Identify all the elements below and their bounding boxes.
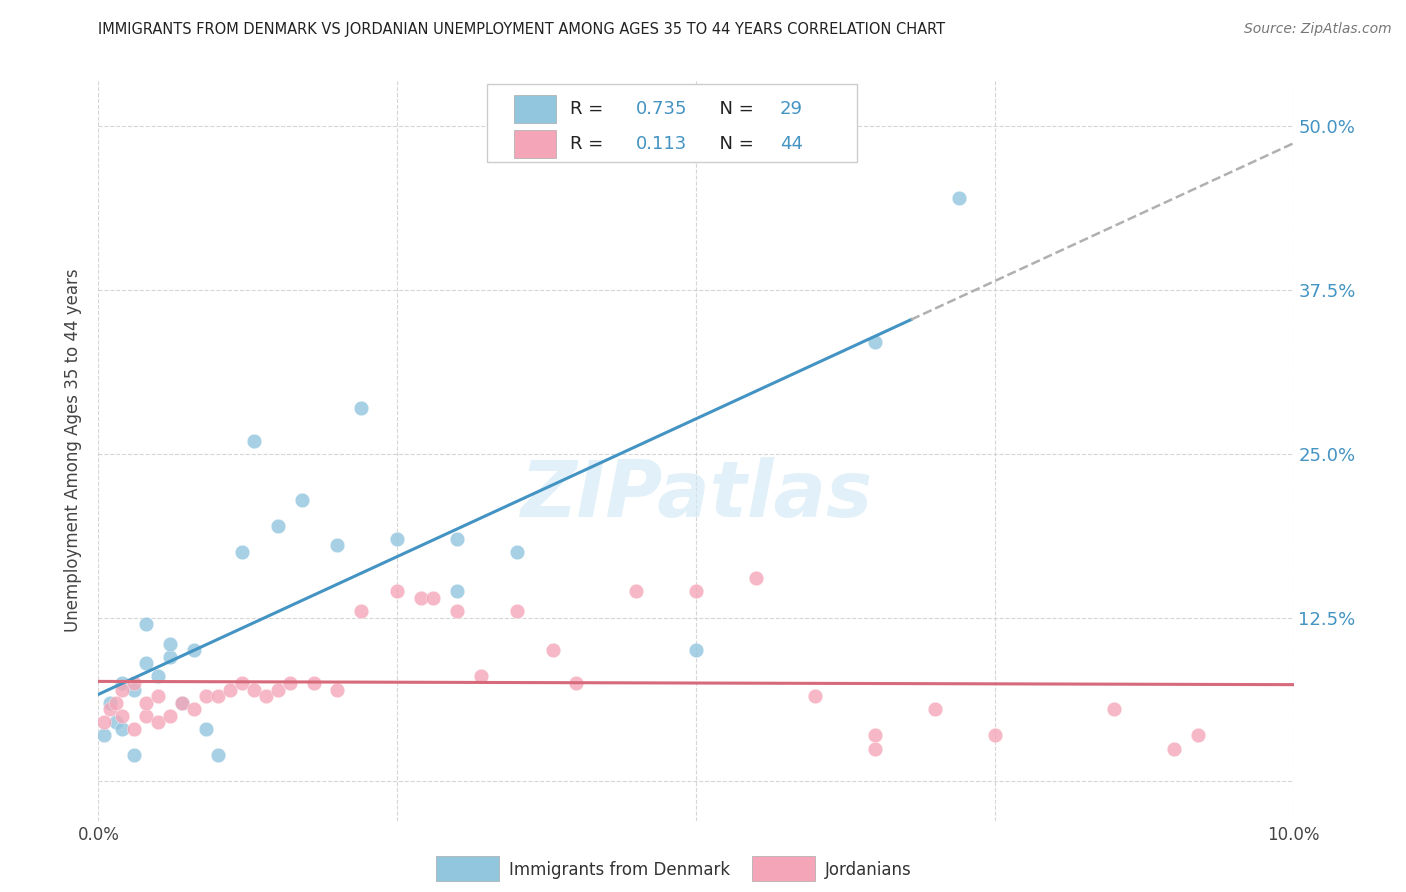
Point <box>350 401 373 415</box>
Point <box>194 689 218 703</box>
Point <box>446 584 468 599</box>
Point <box>111 676 134 690</box>
Point <box>446 604 468 618</box>
Point <box>350 604 373 618</box>
Point <box>326 682 349 697</box>
Point <box>148 689 170 703</box>
Point <box>745 571 768 585</box>
Text: 0.735: 0.735 <box>636 100 688 118</box>
Text: Immigrants from Denmark: Immigrants from Denmark <box>509 861 730 879</box>
Text: 0.113: 0.113 <box>636 135 688 153</box>
Point <box>98 696 122 710</box>
Point <box>111 708 134 723</box>
Text: IMMIGRANTS FROM DENMARK VS JORDANIAN UNEMPLOYMENT AMONG AGES 35 TO 44 YEARS CORR: IMMIGRANTS FROM DENMARK VS JORDANIAN UNE… <box>98 22 946 37</box>
Point <box>290 492 312 507</box>
Point <box>804 689 827 703</box>
Point <box>865 741 887 756</box>
Point <box>411 591 433 605</box>
Text: Source: ZipAtlas.com: Source: ZipAtlas.com <box>1244 22 1392 37</box>
FancyBboxPatch shape <box>515 130 557 158</box>
Point <box>865 335 887 350</box>
Point <box>470 669 492 683</box>
Point <box>924 702 946 716</box>
Point <box>159 708 181 723</box>
Point <box>111 682 134 697</box>
Text: 44: 44 <box>779 135 803 153</box>
Point <box>685 584 707 599</box>
Point <box>93 729 115 743</box>
Text: R =: R = <box>571 135 609 153</box>
Point <box>506 604 529 618</box>
Point <box>207 689 229 703</box>
Text: R =: R = <box>571 100 609 118</box>
Point <box>159 649 181 664</box>
Text: ZIPatlas: ZIPatlas <box>520 457 872 533</box>
Y-axis label: Unemployment Among Ages 35 to 44 years: Unemployment Among Ages 35 to 44 years <box>63 268 82 632</box>
Point <box>124 722 146 736</box>
Point <box>243 682 266 697</box>
Point <box>983 729 1005 743</box>
Point <box>624 584 647 599</box>
Point <box>93 715 115 730</box>
Point <box>111 722 134 736</box>
Point <box>422 591 444 605</box>
Point <box>446 532 468 546</box>
Point <box>506 545 529 559</box>
Point <box>98 702 122 716</box>
Point <box>135 657 157 671</box>
Point <box>326 539 349 553</box>
Point <box>948 191 970 205</box>
Point <box>194 722 218 736</box>
Point <box>541 643 564 657</box>
Text: N =: N = <box>709 100 759 118</box>
Point <box>219 682 242 697</box>
Point <box>135 617 157 632</box>
Point <box>183 643 205 657</box>
Point <box>207 748 229 763</box>
Point <box>278 676 301 690</box>
Point <box>685 643 707 657</box>
Point <box>1163 741 1185 756</box>
Point <box>124 748 146 763</box>
Text: Jordanians: Jordanians <box>825 861 912 879</box>
Point <box>183 702 205 716</box>
Point <box>267 682 290 697</box>
Point <box>385 584 409 599</box>
Point <box>231 676 253 690</box>
Point <box>1187 729 1209 743</box>
Point <box>105 696 128 710</box>
Point <box>124 676 146 690</box>
Point <box>385 532 409 546</box>
Point <box>302 676 325 690</box>
FancyBboxPatch shape <box>486 84 858 161</box>
FancyBboxPatch shape <box>515 95 557 123</box>
Point <box>135 696 157 710</box>
Point <box>254 689 277 703</box>
Point <box>124 682 146 697</box>
Point <box>243 434 266 448</box>
Point <box>231 545 253 559</box>
Point <box>1104 702 1126 716</box>
Text: 29: 29 <box>779 100 803 118</box>
Point <box>148 715 170 730</box>
Point <box>159 637 181 651</box>
Point <box>267 518 290 533</box>
Point <box>865 729 887 743</box>
Point <box>135 708 157 723</box>
Point <box>105 715 128 730</box>
Point <box>148 669 170 683</box>
Point <box>172 696 194 710</box>
Text: N =: N = <box>709 135 759 153</box>
Point <box>172 696 194 710</box>
Point <box>565 676 588 690</box>
